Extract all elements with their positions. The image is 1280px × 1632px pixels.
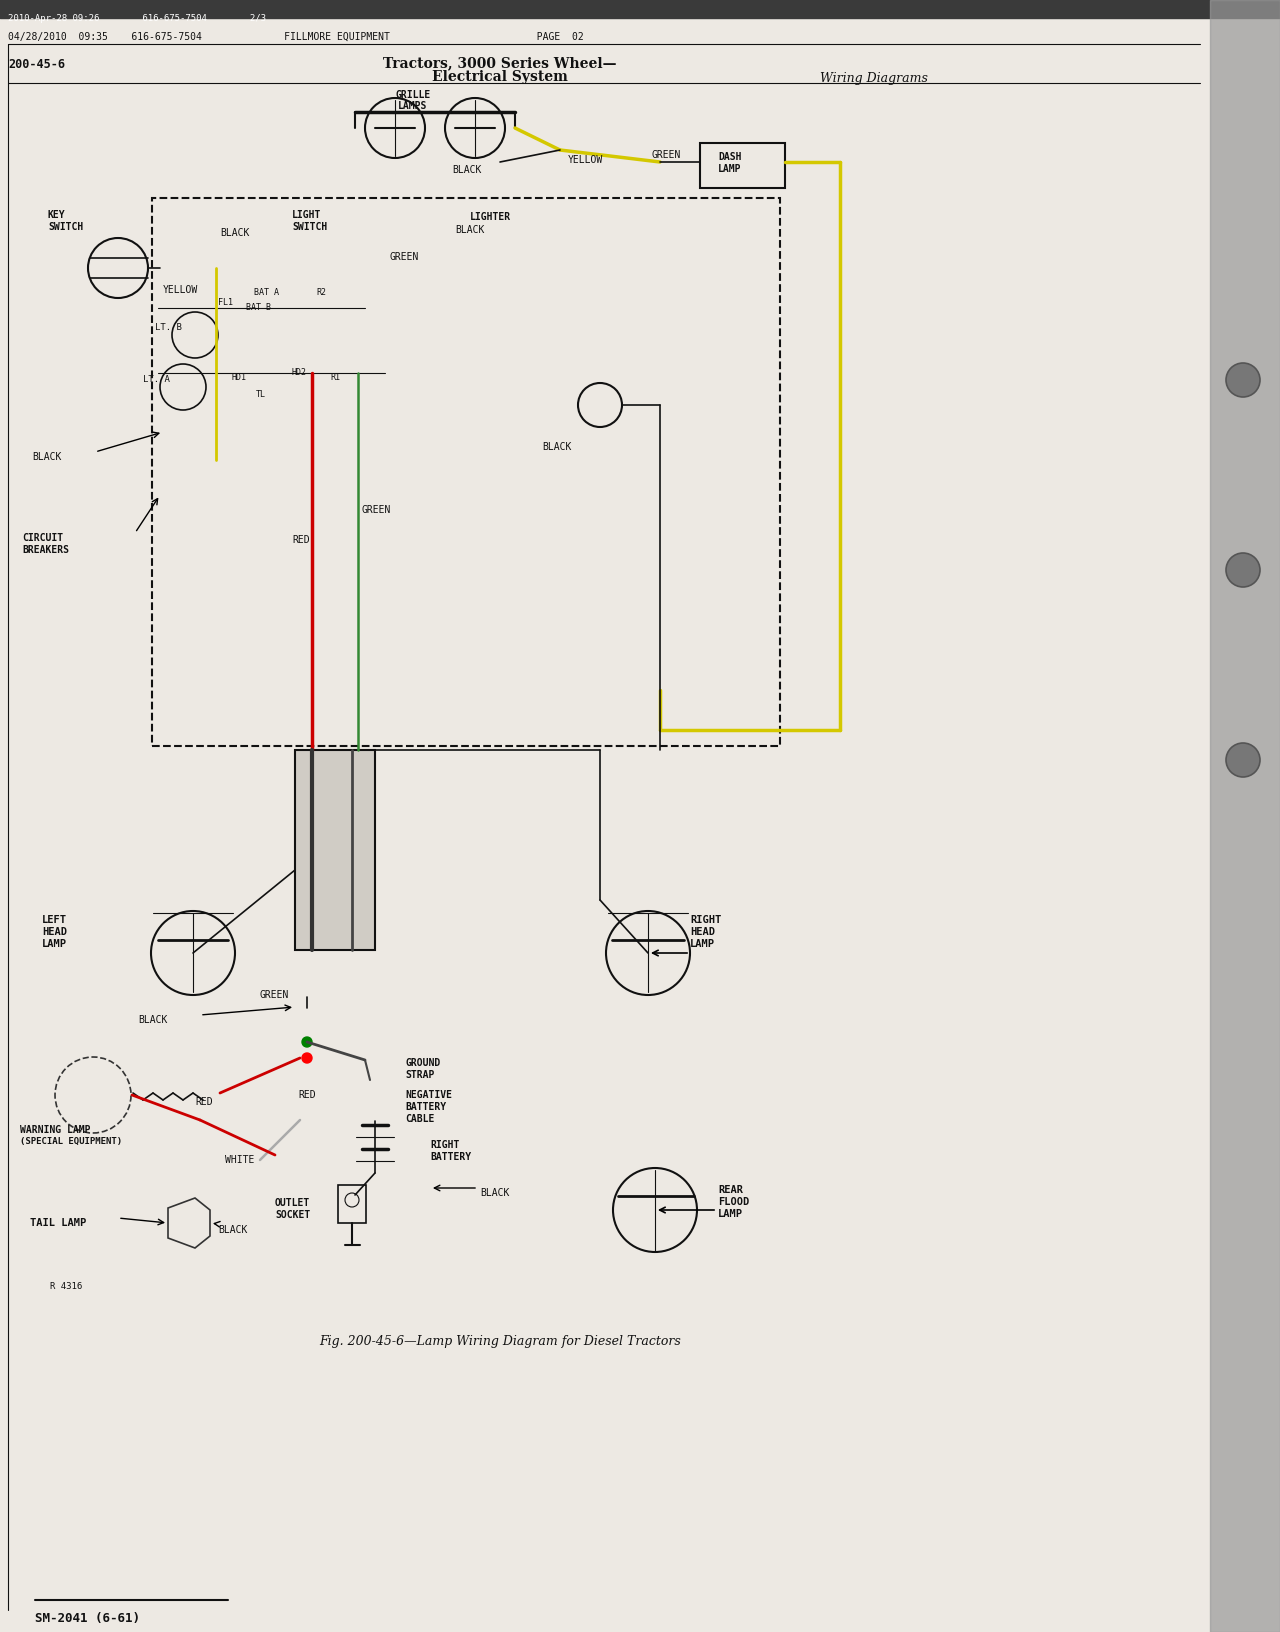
Bar <box>152 197 780 746</box>
Text: R 4316: R 4316 <box>50 1283 82 1291</box>
Text: WARNING LAMP: WARNING LAMP <box>20 1124 91 1134</box>
Text: NEGATIVE: NEGATIVE <box>404 1090 452 1100</box>
Text: YELLOW: YELLOW <box>568 155 603 165</box>
Text: BLACK: BLACK <box>452 165 481 175</box>
Text: RED: RED <box>195 1097 212 1106</box>
Text: CABLE: CABLE <box>404 1115 434 1124</box>
Text: LAMPS: LAMPS <box>398 101 428 111</box>
Text: SM-2041 (6-61): SM-2041 (6-61) <box>35 1612 140 1625</box>
Text: LIGHT: LIGHT <box>292 211 321 220</box>
Circle shape <box>1226 362 1260 397</box>
Text: CIRCUIT: CIRCUIT <box>22 534 63 543</box>
Circle shape <box>1226 743 1260 777</box>
Text: SOCKET: SOCKET <box>275 1209 310 1221</box>
Text: BAT A: BAT A <box>253 287 279 297</box>
Text: Wiring Diagrams: Wiring Diagrams <box>820 72 928 85</box>
Text: GROUND: GROUND <box>404 1058 440 1067</box>
Text: HD2: HD2 <box>292 367 307 377</box>
Text: BLACK: BLACK <box>32 452 61 462</box>
Text: OUTLET: OUTLET <box>275 1198 310 1208</box>
Text: RED: RED <box>298 1090 316 1100</box>
Bar <box>700 144 785 188</box>
Text: REAR: REAR <box>718 1185 742 1195</box>
Text: 2010-Apr-28 09:26        616-675-7504        2/3: 2010-Apr-28 09:26 616-675-7504 2/3 <box>8 15 266 23</box>
Text: LT. B: LT. B <box>155 323 182 331</box>
Text: Fig. 200-45-6—Lamp Wiring Diagram for Diesel Tractors: Fig. 200-45-6—Lamp Wiring Diagram for Di… <box>319 1335 681 1348</box>
Text: LIGHTER: LIGHTER <box>470 212 511 222</box>
Text: SWITCH: SWITCH <box>292 222 328 232</box>
Text: LT. A: LT. A <box>143 375 170 384</box>
Text: HEAD: HEAD <box>42 927 67 937</box>
Text: RED: RED <box>292 535 310 545</box>
Circle shape <box>302 1053 312 1062</box>
Text: GREEN: GREEN <box>260 991 289 1000</box>
Text: BLACK: BLACK <box>541 442 571 452</box>
Text: Electrical System: Electrical System <box>433 70 568 83</box>
Text: BREAKERS: BREAKERS <box>22 545 69 555</box>
Text: GRILLE: GRILLE <box>396 90 430 100</box>
Text: Tractors, 3000 Series Wheel—: Tractors, 3000 Series Wheel— <box>383 55 617 70</box>
Text: RIGHT: RIGHT <box>430 1141 460 1151</box>
Circle shape <box>302 1036 312 1048</box>
Text: YELLOW: YELLOW <box>163 286 198 295</box>
Text: BLACK: BLACK <box>480 1188 509 1198</box>
Text: HD1: HD1 <box>232 374 247 382</box>
Bar <box>294 751 375 950</box>
Text: LAMP: LAMP <box>718 163 741 175</box>
Text: R2: R2 <box>316 287 326 297</box>
Text: BLACK: BLACK <box>454 225 484 235</box>
Text: LAMP: LAMP <box>718 1209 742 1219</box>
Text: BLACK: BLACK <box>138 1015 168 1025</box>
Text: RIGHT: RIGHT <box>690 916 721 925</box>
Bar <box>338 1185 366 1222</box>
Text: STRAP: STRAP <box>404 1071 434 1080</box>
Text: TL: TL <box>256 390 266 398</box>
Text: BLACK: BLACK <box>220 228 250 238</box>
Text: LAMP: LAMP <box>42 938 67 948</box>
Text: GREEN: GREEN <box>362 504 392 516</box>
Text: (SPECIAL EQUIPMENT): (SPECIAL EQUIPMENT) <box>20 1138 122 1146</box>
Text: WHITE: WHITE <box>225 1155 255 1165</box>
Text: BAT B: BAT B <box>246 304 271 312</box>
Circle shape <box>1226 553 1260 588</box>
Text: FL1: FL1 <box>218 299 233 307</box>
Text: BATTERY: BATTERY <box>430 1152 471 1162</box>
Text: LEFT: LEFT <box>42 916 67 925</box>
Text: R1: R1 <box>330 374 340 382</box>
Text: GREEN: GREEN <box>652 150 681 160</box>
Text: 200-45-6: 200-45-6 <box>8 59 65 72</box>
Text: BLACK: BLACK <box>218 1226 247 1235</box>
Text: LAMP: LAMP <box>690 938 716 948</box>
Text: 04/28/2010  09:35    616-675-7504              FILLMORE EQUIPMENT               : 04/28/2010 09:35 616-675-7504 FILLMORE E… <box>8 33 584 42</box>
Text: BATTERY: BATTERY <box>404 1102 447 1111</box>
Text: KEY: KEY <box>49 211 65 220</box>
Text: GREEN: GREEN <box>390 251 420 263</box>
Text: HEAD: HEAD <box>690 927 716 937</box>
Text: DASH: DASH <box>718 152 741 162</box>
Text: TAIL LAMP: TAIL LAMP <box>29 1217 86 1227</box>
Text: SWITCH: SWITCH <box>49 222 83 232</box>
Text: FLOOD: FLOOD <box>718 1196 749 1208</box>
